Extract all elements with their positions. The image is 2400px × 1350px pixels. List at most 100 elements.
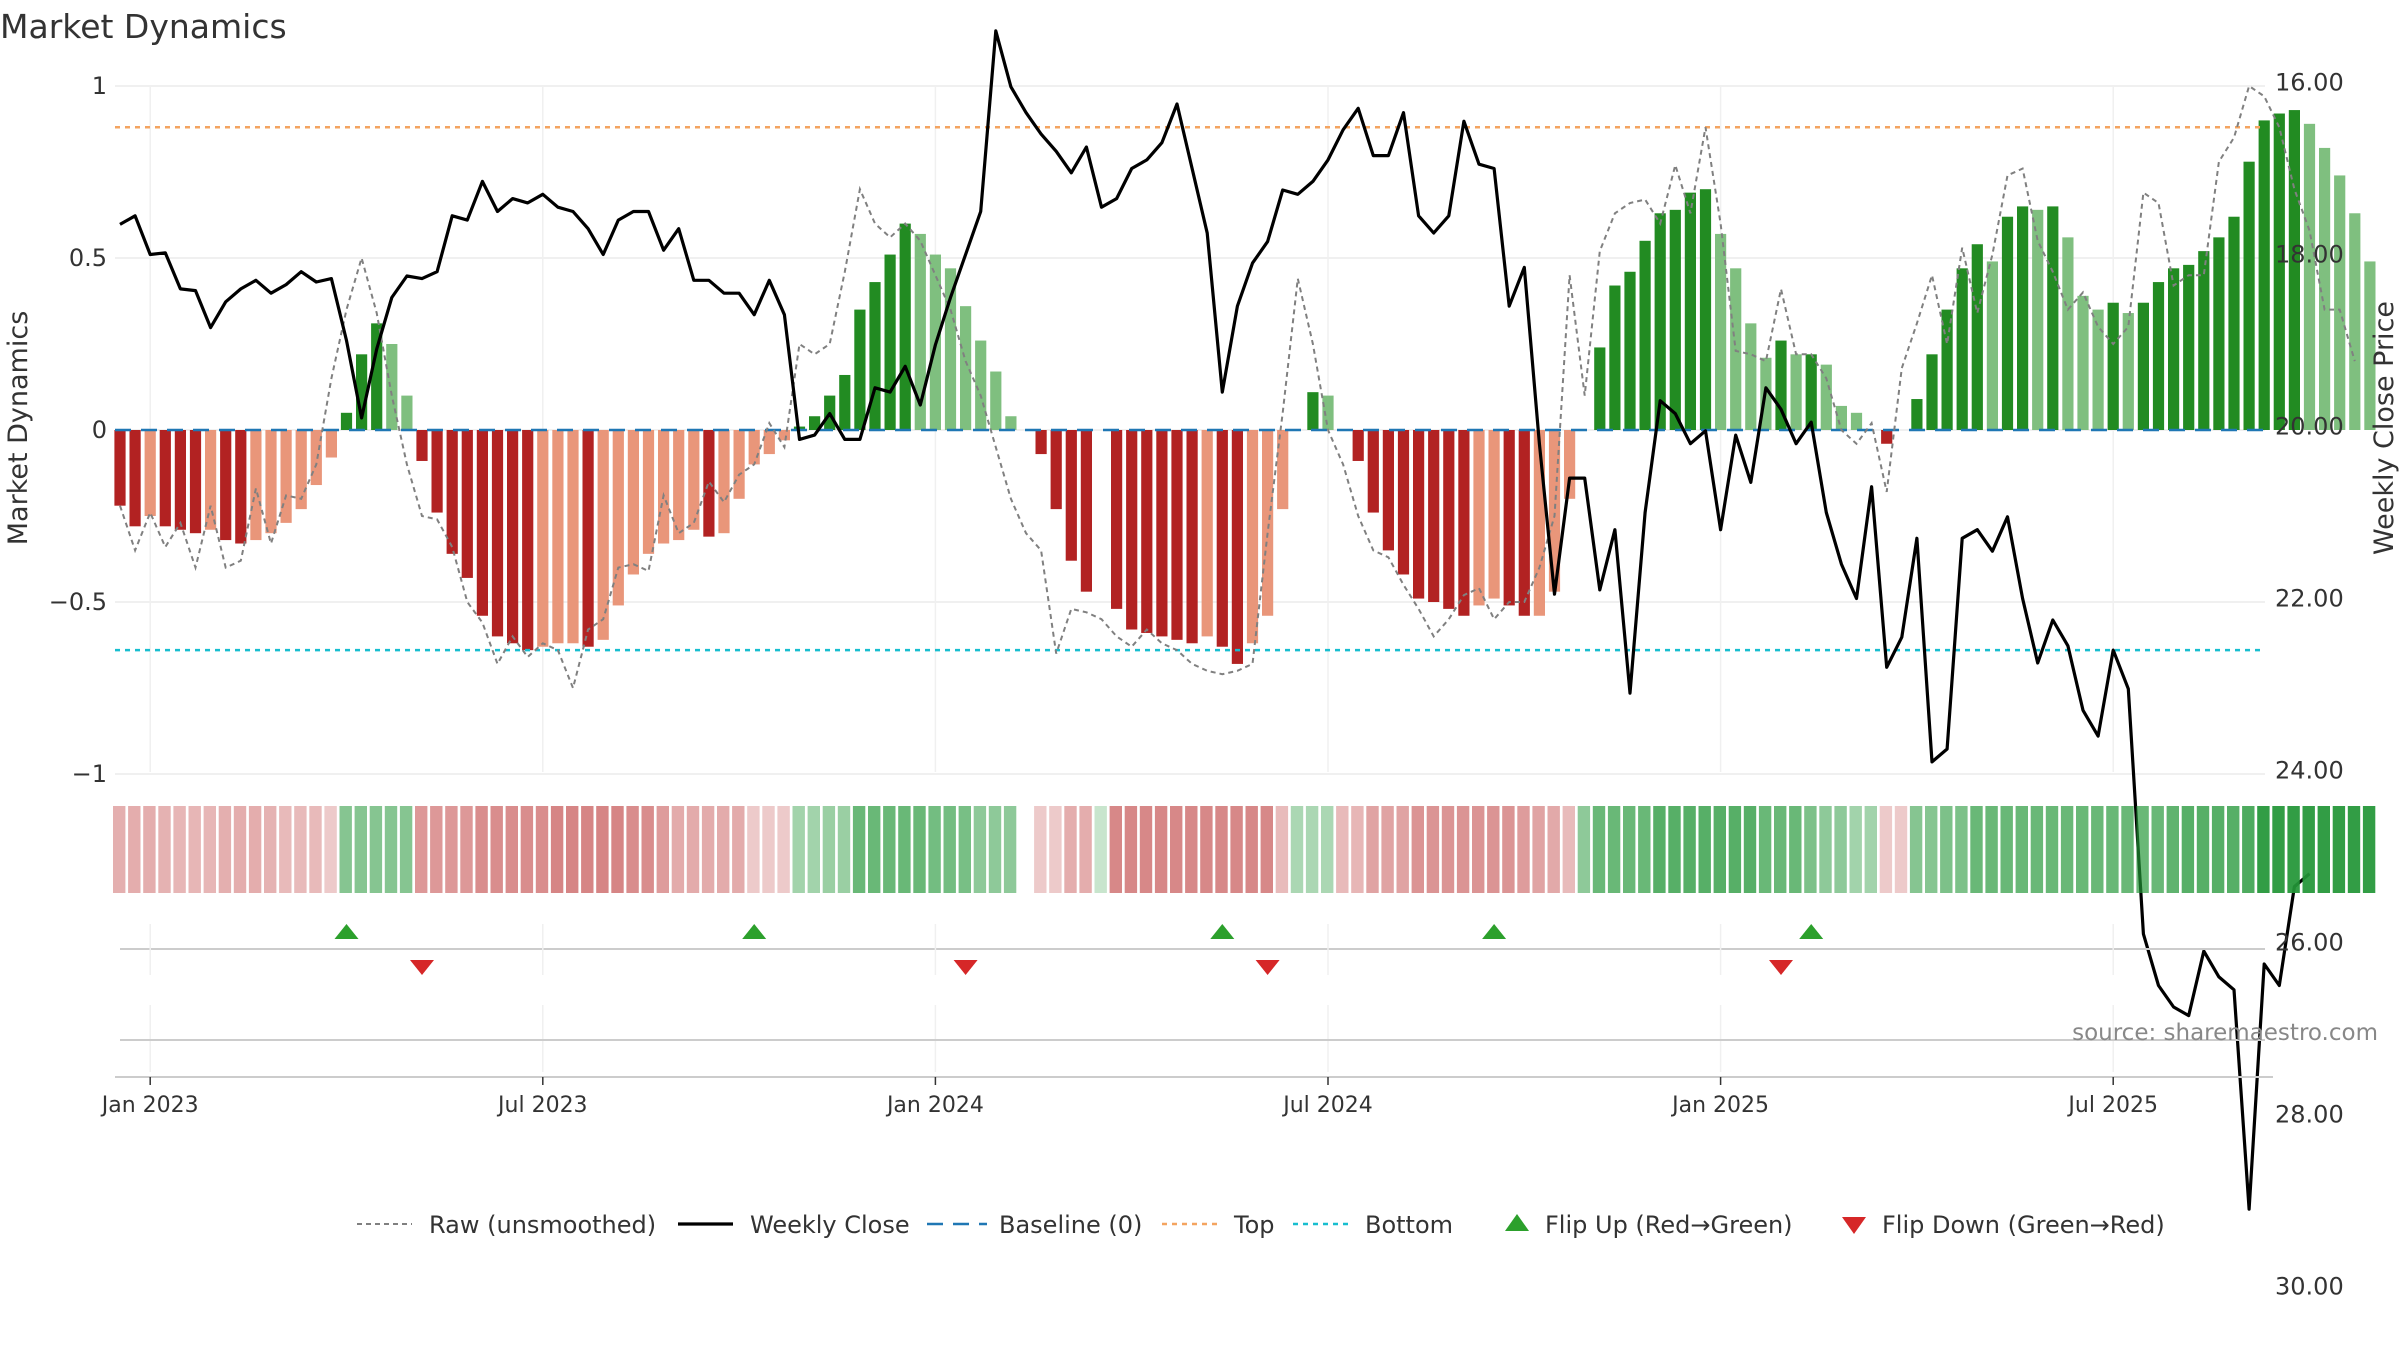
bar-79 [1307, 392, 1319, 430]
bar-1 [129, 430, 141, 527]
bar-46 [809, 416, 821, 430]
strip-cell-121 [1940, 806, 1953, 893]
strip-cell-142 [2257, 806, 2270, 893]
bar-44 [778, 430, 790, 441]
bar-119 [1911, 399, 1923, 430]
strip-cell-102 [1653, 806, 1666, 893]
bar-126 [2017, 206, 2029, 430]
legend-item-4: Bottom [1293, 1211, 1453, 1239]
bar-124 [1986, 261, 1998, 430]
strip-cell-45 [792, 806, 805, 893]
bar-145 [2303, 123, 2316, 430]
strip-cell-136 [2166, 806, 2179, 893]
bar-117 [1881, 430, 1893, 444]
y-tick-label-2: 0 [92, 416, 107, 444]
bar-139 [2213, 237, 2225, 430]
bar-35 [642, 430, 655, 554]
bar-17 [371, 323, 383, 430]
bar-15 [340, 412, 353, 430]
bar-75 [1246, 430, 1259, 644]
y-tick-label-1: 0.5 [69, 244, 107, 272]
bar-18 [386, 344, 398, 430]
strip-cell-31 [581, 806, 594, 893]
bar-4 [174, 430, 186, 530]
strip-cell-18 [384, 806, 398, 893]
strip-cell-93 [1517, 806, 1530, 893]
bar-55 [944, 268, 957, 430]
bar-37 [673, 430, 685, 541]
bar-34 [627, 430, 639, 575]
bar-133 [2122, 313, 2134, 430]
bar-3 [159, 430, 171, 527]
strip-cell-95 [1547, 806, 1560, 893]
bar-52 [899, 223, 911, 430]
bar-106 [1715, 233, 1727, 430]
strip-cell-47 [822, 806, 836, 893]
strip-cell-54 [928, 806, 941, 893]
strip-cell-3 [158, 806, 171, 893]
bar-56 [960, 306, 972, 430]
strip-cell-30 [566, 806, 579, 893]
bar-63 [1065, 430, 1077, 561]
bar-83 [1367, 430, 1379, 513]
x-tick-label-0: Jan 2023 [100, 1093, 199, 1118]
bar-43 [763, 430, 775, 455]
bar-30 [567, 430, 579, 644]
bar-67 [1126, 430, 1138, 630]
strip-cell-32 [596, 806, 609, 893]
strip-cell-7 [218, 806, 232, 893]
legend-label-0: Raw (unsmoothed) [429, 1211, 656, 1239]
flip-down-marker-3 [1769, 960, 1793, 975]
strip-cell-61 [1034, 806, 1047, 893]
x-tick-label-1: Jul 2023 [496, 1093, 588, 1118]
bar-19 [401, 395, 413, 430]
bar-77 [1277, 430, 1289, 510]
strip-cell-67 [1124, 806, 1138, 893]
bar-36 [658, 430, 670, 544]
bar-6 [205, 430, 217, 530]
strip-cell-129 [2060, 806, 2074, 893]
strip-cell-38 [686, 806, 700, 893]
y-tick-label-4: −1 [72, 760, 107, 788]
strip-cell-23 [460, 806, 473, 893]
legend-label-2: Baseline (0) [999, 1211, 1142, 1239]
flip-up-marker-0 [334, 924, 359, 939]
bar-59 [1005, 416, 1017, 430]
strip-cell-107 [1728, 806, 1742, 893]
strip-cell-125 [2000, 806, 2013, 893]
bar-143 [2273, 113, 2285, 431]
strip-cell-124 [1985, 806, 1998, 893]
strip-cell-58 [988, 806, 1002, 893]
bar-42 [748, 430, 760, 465]
bar-39 [703, 430, 715, 537]
bar-38 [688, 430, 700, 530]
bar-11 [280, 430, 292, 523]
strip-cell-69 [1154, 806, 1168, 893]
strip-cell-81 [1336, 806, 1349, 893]
strip-cell-24 [475, 806, 488, 893]
strip-cell-48 [837, 806, 851, 893]
strip-cell-0 [113, 806, 126, 893]
bar-144 [2288, 110, 2300, 430]
strip-cell-106 [1713, 806, 1726, 893]
strip-cell-41 [732, 806, 745, 893]
strip-cell-90 [1472, 806, 1485, 893]
bar-62 [1050, 430, 1062, 510]
y-axis-left: 1 0.5 0 −0.5 −1 [49, 72, 107, 788]
strip-cell-17 [369, 806, 383, 893]
bar-136 [2168, 268, 2180, 430]
bar-16 [356, 354, 368, 430]
strip-cell-14 [324, 806, 337, 893]
strip-cell-33 [611, 806, 624, 893]
bar-12 [295, 430, 307, 510]
bar-29 [552, 430, 564, 644]
strip-cell-16 [354, 806, 367, 893]
bar-99 [1609, 285, 1621, 430]
strip-cell-1 [128, 806, 141, 893]
bar-66 [1111, 430, 1123, 609]
strip-cell-76 [1260, 806, 1273, 893]
strip-cell-52 [898, 806, 911, 893]
bar-125 [2001, 216, 2014, 430]
strip-cell-126 [2015, 806, 2028, 893]
bar-61 [1035, 430, 1047, 455]
